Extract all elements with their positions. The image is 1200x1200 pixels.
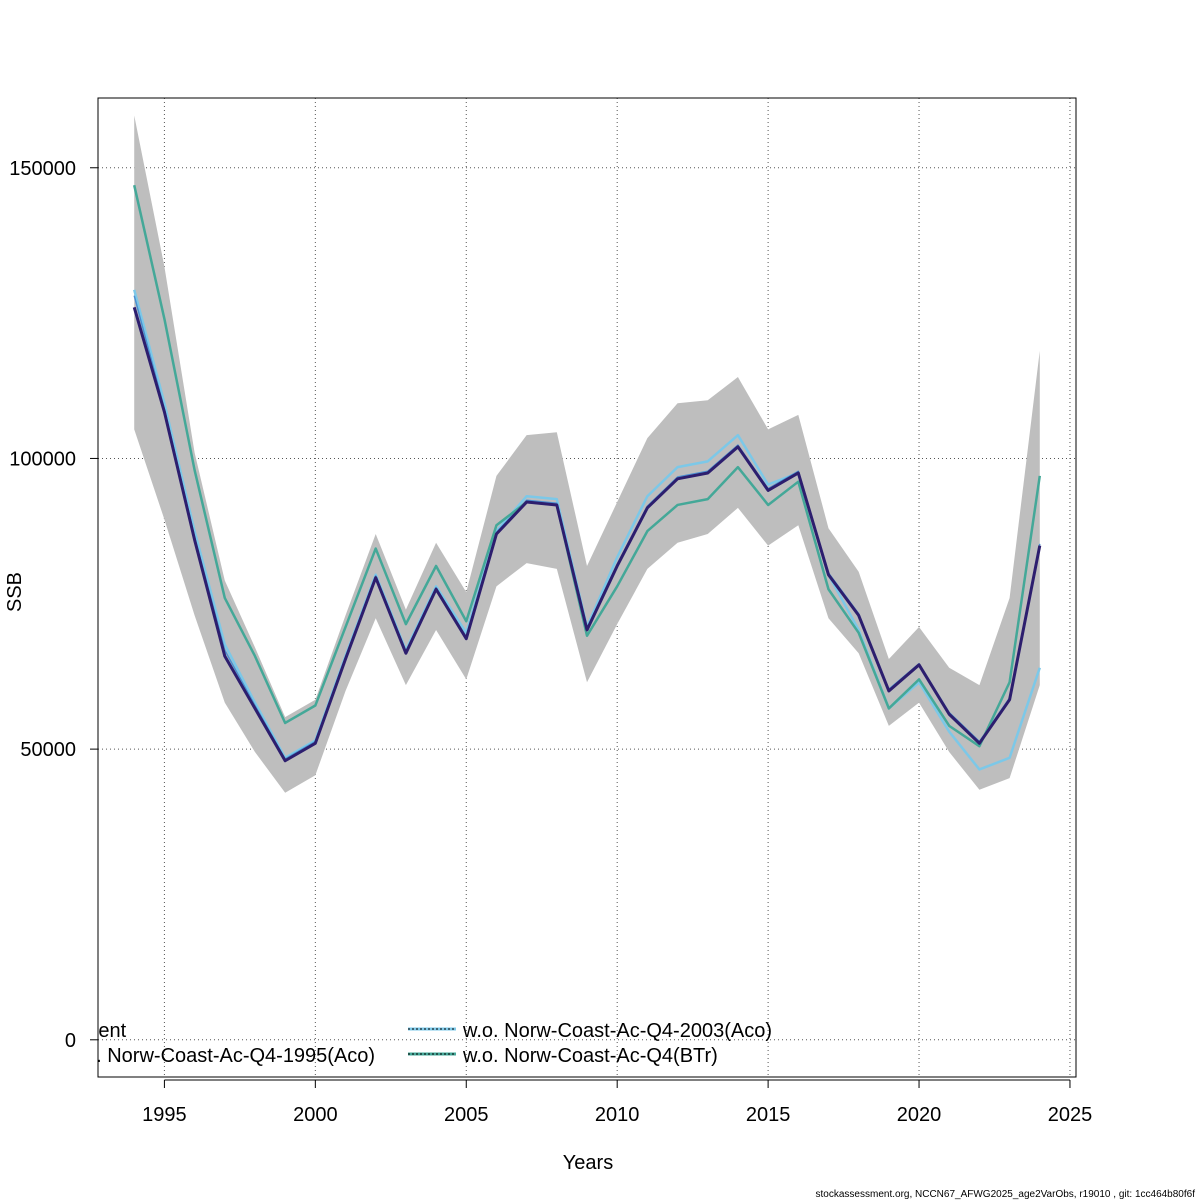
x-tick-label-2000: 2000 [293,1104,338,1126]
y-tick-label-50000: 50000 [20,739,76,761]
y-tick-label-100000: 100000 [9,448,76,470]
plot-frame [97,97,1077,1078]
x-axis: 1995 2000 2005 2010 2015 2020 2025 [142,1079,1093,1126]
confidence-band [134,115,1040,793]
y-axis: 0 50000 100000 150000 [9,158,98,1052]
series-line-4 [133,184,1042,748]
x-tick-label-2005: 2005 [444,1104,489,1126]
legend-label-4: w.o. Norw-Coast-Ac-Q4(BTr) [462,1045,718,1067]
footer-caption: stockassessment.org, NCCN67_AFWG2025_age… [816,1189,1196,1200]
series-line-1 [132,306,1042,763]
legend-label-2: o. Norw-Coast-Ac-Q4-1995(Aco) [85,1045,375,1067]
x-tick-label-2010: 2010 [595,1104,640,1126]
x-tick-label-2020: 2020 [897,1104,942,1126]
legend-label-1: rrent [85,1020,127,1042]
y-tick-label-0: 0 [65,1030,76,1052]
series-lines [132,184,1042,771]
x-tick-label-1995: 1995 [142,1104,187,1126]
y-axis-title: SSB [4,572,26,612]
x-axis-title: Years [563,1152,613,1174]
grid-lines [98,98,1076,1077]
legend: rrent o. Norw-Coast-Ac-Q4-1995(Aco) w.o. N… [85,1020,772,1067]
x-tick-label-2015: 2015 [746,1104,791,1126]
y-tick-label-150000: 150000 [9,158,76,180]
confidence-band-layer [134,115,1040,793]
legend-entries: rrent o. Norw-Coast-Ac-Q4-1995(Aco) w.o. N… [85,1020,772,1067]
x-tick-label-2025: 2025 [1048,1104,1093,1126]
legend-label-3: w.o. Norw-Coast-Ac-Q4-2003(Aco) [462,1020,772,1042]
